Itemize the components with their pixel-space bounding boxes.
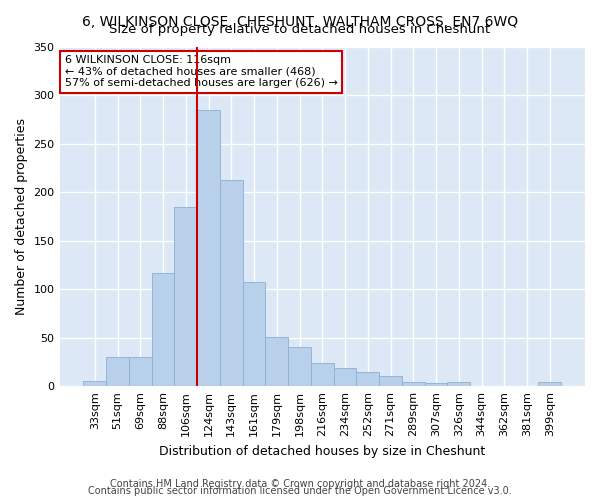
Bar [379,376,402,386]
Bar [175,206,197,386]
Bar [402,382,425,386]
Y-axis label: Number of detached properties: Number of detached properties [15,118,28,315]
Bar [311,363,334,386]
X-axis label: Distribution of detached houses by size in Cheshunt: Distribution of detached houses by size … [159,444,485,458]
Bar [106,357,129,386]
Bar [356,372,379,386]
Bar [152,272,175,386]
Bar [334,368,356,386]
Bar [265,336,288,386]
Bar [288,348,311,386]
Text: 6, WILKINSON CLOSE, CHESHUNT, WALTHAM CROSS, EN7 6WQ: 6, WILKINSON CLOSE, CHESHUNT, WALTHAM CR… [82,15,518,29]
Bar [242,282,265,386]
Bar [83,382,106,386]
Text: Contains public sector information licensed under the Open Government Licence v3: Contains public sector information licen… [88,486,512,496]
Bar [538,382,561,386]
Bar [220,180,242,386]
Text: Size of property relative to detached houses in Cheshunt: Size of property relative to detached ho… [109,22,491,36]
Text: 6 WILKINSON CLOSE: 116sqm
← 43% of detached houses are smaller (468)
57% of semi: 6 WILKINSON CLOSE: 116sqm ← 43% of detac… [65,55,338,88]
Bar [129,357,152,386]
Bar [425,384,448,386]
Text: Contains HM Land Registry data © Crown copyright and database right 2024.: Contains HM Land Registry data © Crown c… [110,479,490,489]
Bar [197,110,220,386]
Bar [448,382,470,386]
